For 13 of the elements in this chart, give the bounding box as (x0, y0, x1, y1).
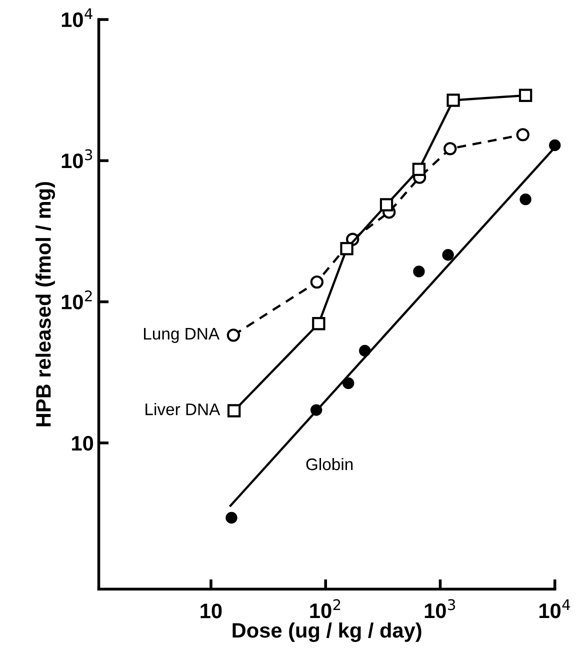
y-tick-label: 10$^{4}$ (62, 8, 92, 28)
x-tick-label: 10 (200, 604, 222, 618)
y-tick-label: 10$^{2}$ (62, 290, 92, 310)
y-tick-label: 10 (72, 436, 94, 451)
series-label: Lung DNA (144, 328, 220, 343)
x-tick-label: 10$^{2}$ (310, 599, 340, 618)
y-axis-title: HPB released (fmol / mg) (36, 182, 56, 426)
x-axis-title: Dose (ug / kg / day) (232, 622, 422, 642)
series-label: Globin (306, 458, 353, 470)
x-tick-label: 10$^{4}$ (540, 599, 570, 618)
y-tick-label: 10$^{3}$ (62, 149, 92, 168)
x-tick-label: 10$^{3}$ (424, 599, 456, 618)
series-label: Liver DNA (146, 402, 220, 416)
